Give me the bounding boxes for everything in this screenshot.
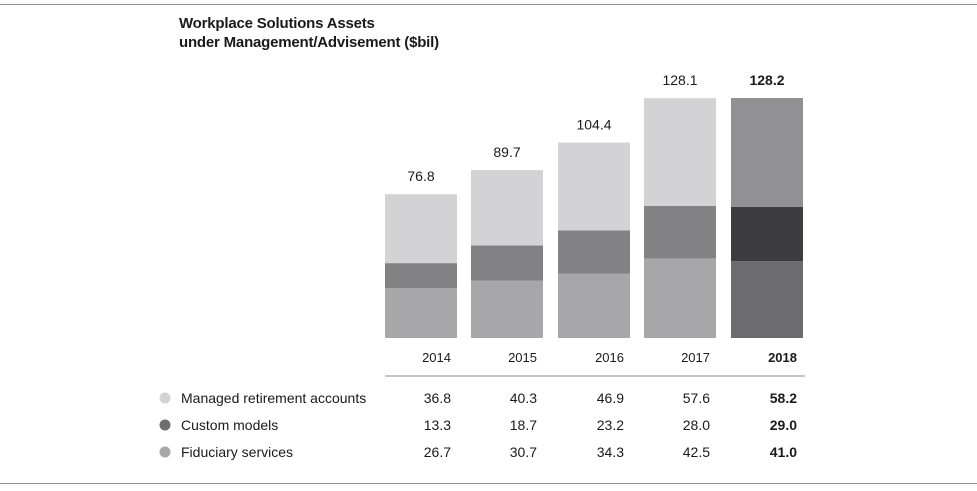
table-value-custom-models-2014: 13.3 <box>424 417 451 433</box>
bar-fiduciary-services-2015 <box>471 280 543 338</box>
bars-group <box>385 98 803 338</box>
bar-custom-models-2016 <box>558 230 630 274</box>
bar-fiduciary-services-2016 <box>558 273 630 338</box>
legend-label-fiduciary-services: Fiduciary services <box>181 444 293 460</box>
bar-managed-retirement-accounts-2016 <box>558 142 630 231</box>
table-value-custom-models-2017: 28.0 <box>683 417 710 433</box>
table-value-managed-retirement-accounts-2016: 46.9 <box>597 390 624 406</box>
table-value-custom-models-2018: 29.0 <box>770 417 797 433</box>
bar-managed-retirement-accounts-2017 <box>644 98 716 207</box>
bar-managed-retirement-accounts-2018 <box>731 98 803 207</box>
table-value-fiduciary-services-2016: 34.3 <box>597 444 624 460</box>
total-label-2016: 104.4 <box>576 117 611 133</box>
table-value-managed-retirement-accounts-2015: 40.3 <box>510 390 537 406</box>
year-labels-group: 2014 2015 2016 2017 2018 <box>422 350 797 365</box>
table-value-custom-models-2015: 18.7 <box>510 417 537 433</box>
bar-custom-models-2015 <box>471 245 543 281</box>
legend-swatch-custom-models <box>159 419 171 431</box>
total-label-2015: 89.7 <box>493 144 520 160</box>
year-label-2015: 2015 <box>508 350 537 365</box>
total-labels-group: 76.8 89.7 104.4 128.1 128.2 <box>407 72 784 184</box>
bottom-rule <box>0 483 977 484</box>
table-value-fiduciary-services-2015: 30.7 <box>510 444 537 460</box>
chart-title: Workplace Solutions Assets <box>179 15 375 32</box>
table-value-managed-retirement-accounts-2014: 36.8 <box>424 390 451 406</box>
legend-label-custom-models: Custom models <box>181 417 278 433</box>
bar-managed-retirement-accounts-2014 <box>385 194 457 264</box>
bar-custom-models-2018 <box>731 206 803 262</box>
bar-custom-models-2017 <box>644 206 716 259</box>
bar-fiduciary-services-2014 <box>385 288 457 338</box>
legend-swatch-managed-retirement-accounts <box>159 392 171 404</box>
bar-fiduciary-services-2018 <box>731 261 803 338</box>
table-value-managed-retirement-accounts-2018: 58.2 <box>770 390 797 406</box>
total-label-2014: 76.8 <box>407 168 434 184</box>
total-label-2018: 128.2 <box>749 72 784 88</box>
table-value-fiduciary-services-2014: 26.7 <box>424 444 451 460</box>
table-value-fiduciary-services-2017: 42.5 <box>683 444 710 460</box>
year-label-2018: 2018 <box>768 350 797 365</box>
year-label-2016: 2016 <box>595 350 624 365</box>
legend-swatch-fiduciary-services <box>159 446 171 458</box>
table-value-fiduciary-services-2018: 41.0 <box>770 444 797 460</box>
year-label-2014: 2014 <box>422 350 451 365</box>
table-value-custom-models-2016: 23.2 <box>597 417 624 433</box>
bar-fiduciary-services-2017 <box>644 258 716 338</box>
data-table-group: Managed retirement accounts 36.8 40.3 46.9 5… <box>159 390 797 460</box>
chart-title-block: Workplace Solutions Assets under Managem… <box>179 14 439 52</box>
year-label-2017: 2017 <box>681 350 710 365</box>
total-label-2017: 128.1 <box>662 72 697 88</box>
bar-managed-retirement-accounts-2015 <box>471 170 543 246</box>
bar-custom-models-2014 <box>385 263 457 289</box>
top-rule <box>0 4 977 5</box>
chart-subtitle: under Management/Advisement ($bil) <box>179 34 439 51</box>
table-value-managed-retirement-accounts-2017: 57.6 <box>683 390 710 406</box>
legend-label-managed-retirement-accounts: Managed retirement accounts <box>181 390 366 406</box>
